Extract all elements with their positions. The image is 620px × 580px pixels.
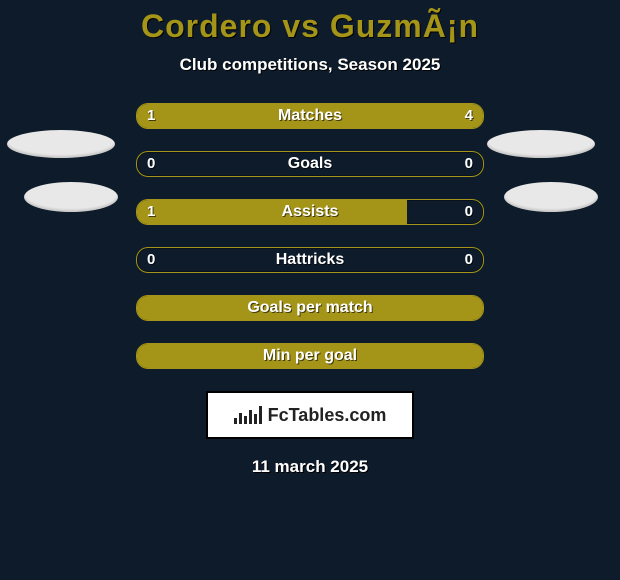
stat-row-matches: 1 Matches 4: [136, 103, 484, 129]
source-badge-text: FcTables.com: [268, 405, 387, 426]
stat-right-value: 0: [465, 200, 473, 224]
date-text: 11 march 2025: [0, 457, 620, 477]
player1-name: Cordero: [141, 8, 272, 44]
source-badge: FcTables.com: [206, 391, 414, 439]
subtitle: Club competitions, Season 2025: [0, 55, 620, 75]
player2-name: GuzmÃ¡n: [330, 8, 479, 44]
stat-row-assists: 1 Assists 0: [136, 199, 484, 225]
stat-label: Goals: [137, 152, 483, 176]
stat-row-hattricks: 0 Hattricks 0: [136, 247, 484, 273]
bar-left-fill: [137, 104, 206, 128]
vs-text: vs: [282, 8, 320, 44]
stat-row-goals-per-match: Goals per match: [136, 295, 484, 321]
bar-left-fill: [137, 200, 407, 224]
stats-area: 1 Matches 4 0 Goals 0 1 Assists 0 0 Hatt…: [0, 103, 620, 369]
page-title: Cordero vs GuzmÃ¡n: [0, 8, 620, 45]
stat-left-value: 0: [147, 152, 155, 176]
bar-full-fill: [137, 344, 483, 368]
chart-icon: [234, 406, 262, 424]
stat-right-value: 0: [465, 248, 473, 272]
stat-label: Hattricks: [137, 248, 483, 272]
stat-row-min-per-goal: Min per goal: [136, 343, 484, 369]
canvas: Cordero vs GuzmÃ¡n Club competitions, Se…: [0, 8, 620, 580]
stat-right-value: 0: [465, 152, 473, 176]
bar-right-fill: [206, 104, 483, 128]
stat-row-goals: 0 Goals 0: [136, 151, 484, 177]
stat-left-value: 0: [147, 248, 155, 272]
bar-full-fill: [137, 296, 483, 320]
